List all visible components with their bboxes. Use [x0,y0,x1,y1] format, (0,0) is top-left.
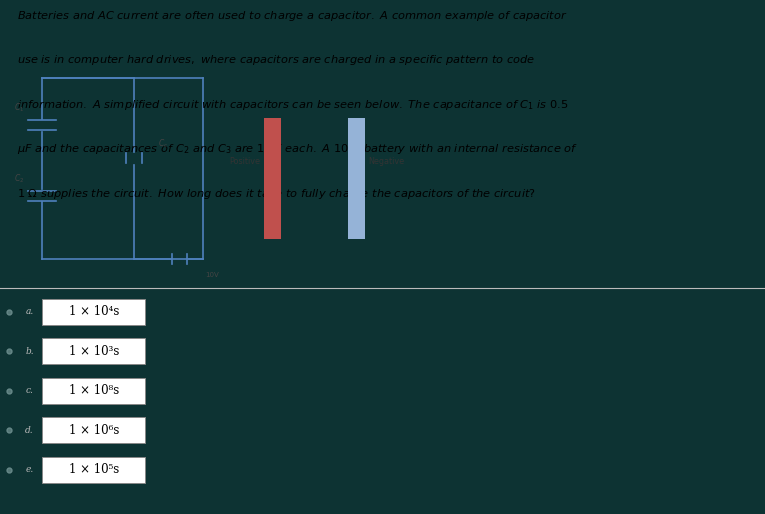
Text: $C_1$: $C_1$ [14,102,24,114]
Text: e.: e. [25,465,34,474]
Text: 10V: 10V [205,272,219,278]
Text: $\it{Batteries\ and\ AC\ current\ are\ often\ used\ to\ charge\ a\ capacitor.\ A: $\it{Batteries\ and\ AC\ current\ are\ o… [17,9,568,23]
Text: $\it{\mu F\ and\ the\ capacitances\ of\ C_2\ and\ C_3\ are\ 1\ \mu F\ each.\ A\ : $\it{\mu F\ and\ the\ capacitances\ of\ … [17,142,578,156]
Text: 1 × 10⁸s: 1 × 10⁸s [69,384,119,397]
Text: Negative: Negative [369,157,405,166]
Text: a.: a. [25,307,34,316]
Text: $C_2$: $C_2$ [14,172,24,185]
Text: c.: c. [25,386,33,395]
Bar [42,378,145,404]
Text: 1 × 10³s: 1 × 10³s [69,345,119,358]
Bar [348,118,365,239]
Bar [42,338,145,364]
Text: Positive: Positive [229,157,260,166]
Bar [42,299,145,325]
Bar [264,118,281,239]
Text: $\it{1\ \Omega\ supplies\ the\ circuit.\ How\ long\ does\ it\ take\ to\ fully\ c: $\it{1\ \Omega\ supplies\ the\ circuit.\… [17,187,536,201]
Bar [42,457,145,483]
Text: 1 × 10⁴s: 1 × 10⁴s [69,305,119,318]
Text: $\it{information.\ A\ simplified\ circuit\ with\ capacitors\ can\ be\ seen\ belo: $\it{information.\ A\ simplified\ circui… [17,98,568,112]
Bar [42,417,145,443]
Text: b.: b. [25,346,34,356]
Text: $C_c$: $C_c$ [158,138,168,150]
Text: $\it{use\ is\ in\ computer\ hard\ drives,\ where\ capacitors\ are\ charged\ in\ : $\it{use\ is\ in\ computer\ hard\ drives… [17,53,536,67]
Text: 1 × 10⁶s: 1 × 10⁶s [69,424,119,437]
Text: d.: d. [25,426,34,435]
Text: 1 × 10⁵s: 1 × 10⁵s [69,464,119,476]
